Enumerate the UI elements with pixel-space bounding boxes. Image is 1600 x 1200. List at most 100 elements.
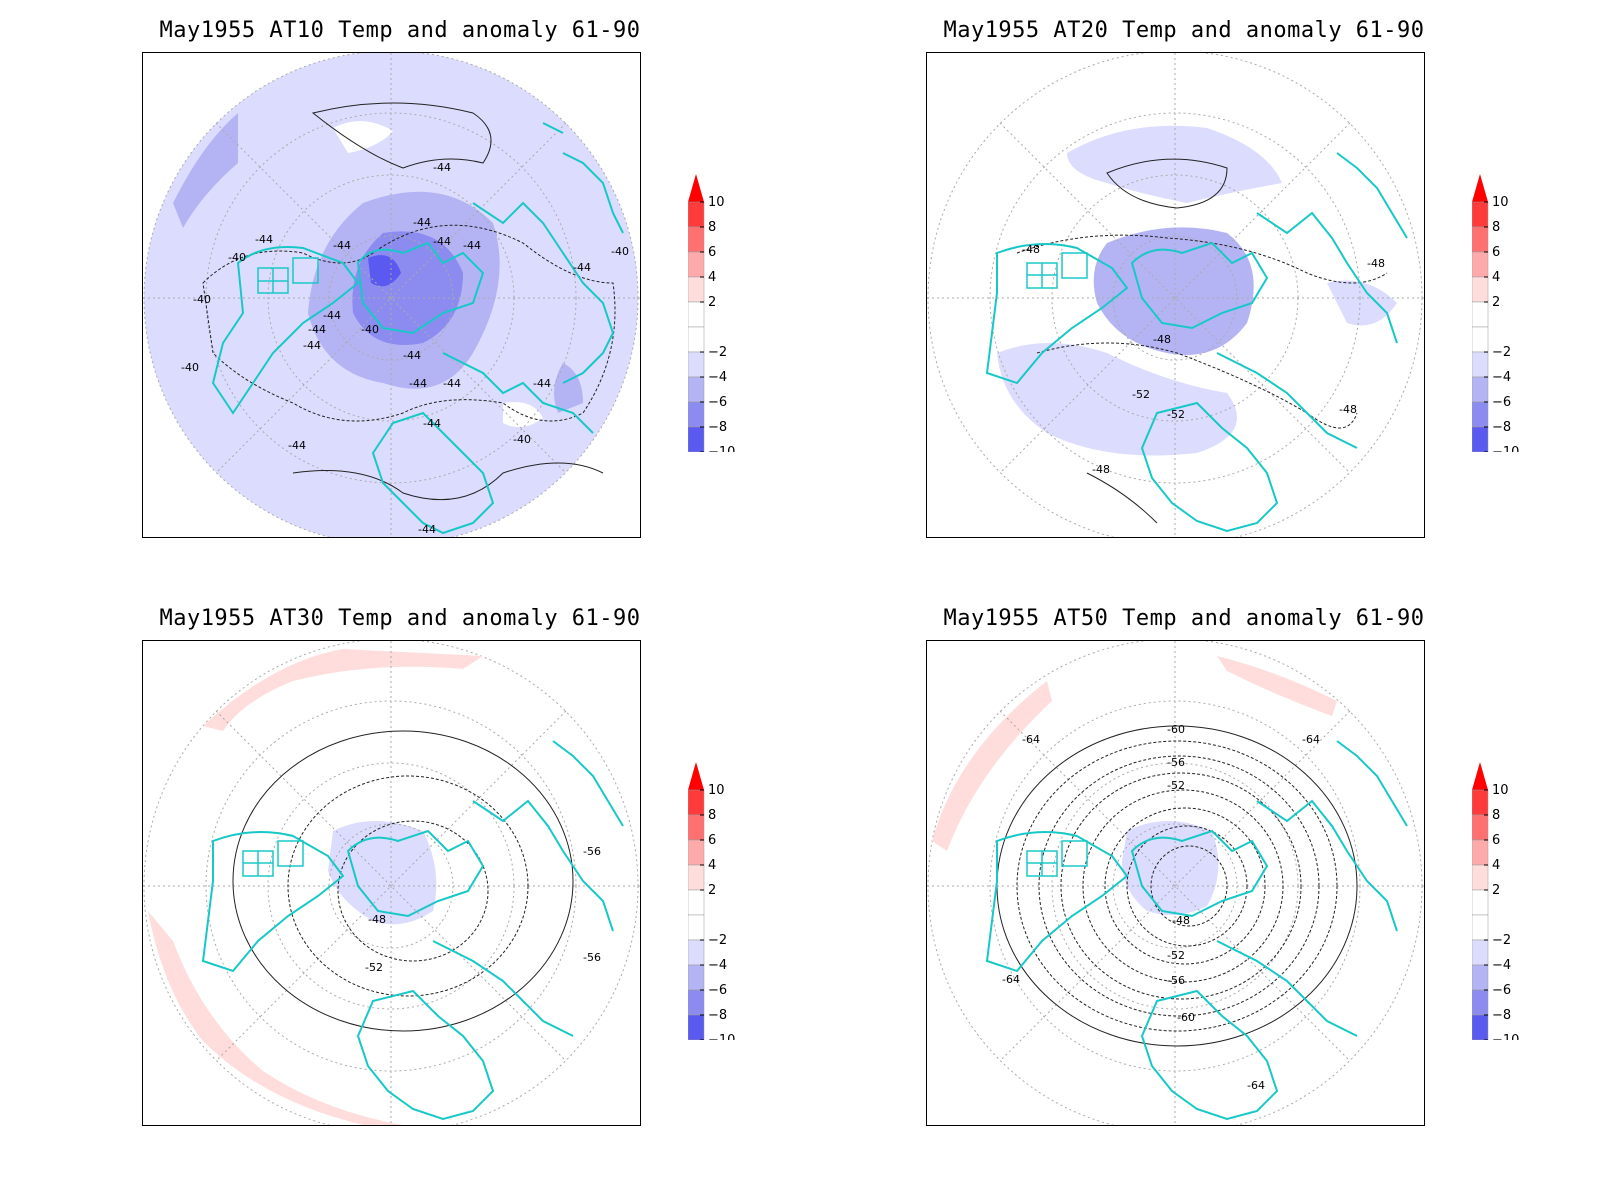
colorbar-swatch [1472, 251, 1489, 278]
contour-label: -48 [1092, 463, 1110, 476]
contour-label: -44 [409, 377, 427, 390]
colorbar-swatch [688, 889, 705, 916]
grid-meridians [143, 53, 640, 537]
contour-label: -44 [443, 377, 461, 390]
colorbar-swatch [1472, 426, 1489, 452]
coastline [1140, 401, 1279, 533]
coastline [1336, 740, 1408, 827]
colorbar-label: 10 [708, 195, 725, 210]
map-svg-at50: -60 -56 -52 -64 -64 -48 -52 -56 -60 -64 … [927, 641, 1424, 1125]
colorbar-arrow-up [688, 762, 704, 790]
colorbar-swatch [1472, 351, 1489, 378]
contour-line [292, 462, 604, 501]
contour-label: -44 [255, 233, 273, 246]
colorbar-label: 8 [1492, 808, 1500, 823]
anomaly-region [148, 911, 403, 1125]
contour-label: -52 [1167, 949, 1185, 962]
colorbar-legend: 10 8 6 4 2 −2 −4 −6 −8 −10 [1472, 760, 1542, 1040]
contour-label: -52 [1132, 388, 1150, 401]
colorbar-label: −6 [1492, 983, 1511, 998]
colorbar-label: −2 [708, 933, 727, 948]
contour-label: -44 [333, 239, 351, 252]
contour-line [1016, 234, 1388, 284]
colorbar-swatch [1472, 201, 1489, 228]
colorbar-label: 4 [708, 858, 716, 873]
contour-label: -44 [308, 323, 326, 336]
colorbar-label: 2 [1492, 295, 1500, 310]
colorbar-swatch [688, 401, 705, 428]
panel-title: May1955 AT10 Temp and anomaly 61-90 [159, 18, 641, 43]
panel-title: May1955 AT30 Temp and anomaly 61-90 [159, 606, 641, 631]
contour-label: -44 [433, 235, 451, 248]
map-svg-at20: -48 -48 -48 -52 -52 -48 -48 [927, 53, 1424, 537]
coastline [1130, 241, 1269, 330]
panel-title: May1955 AT20 Temp and anomaly 61-90 [943, 18, 1425, 43]
contour-label: -56 [1167, 974, 1185, 987]
colorbar-label: 10 [708, 783, 725, 798]
colorbar-swatch [688, 276, 705, 303]
colorbar-swatch [1472, 914, 1489, 941]
contour-label: -40 [181, 361, 199, 374]
colorbar-swatch [688, 201, 705, 228]
coastline [552, 740, 624, 827]
contour-line [337, 820, 489, 962]
colorbar-swatch [688, 426, 705, 452]
coastline [1336, 152, 1408, 239]
contour-label: -44 [403, 349, 421, 362]
colorbar-swatch [1472, 839, 1489, 866]
contour-line [1036, 342, 1358, 429]
colorbar-label: 8 [708, 808, 716, 823]
coastline [1140, 989, 1279, 1121]
contour-label: -52 [1167, 408, 1185, 421]
anomaly-region [1093, 227, 1254, 355]
colorbar-label: −6 [1492, 395, 1511, 410]
colorbar-label: −2 [1492, 345, 1511, 360]
colorbar-label: −2 [1492, 933, 1511, 948]
contour-label: -64 [1302, 733, 1320, 746]
colorbar-label: 2 [708, 883, 716, 898]
coastline [542, 122, 624, 234]
colorbar-label: −8 [1492, 420, 1511, 435]
colorbar-swatch [1472, 326, 1489, 353]
colorbar-swatch [1472, 789, 1489, 816]
colorbar-label: 4 [1492, 270, 1500, 285]
colorbar-swatch [1472, 989, 1489, 1016]
colorbar-swatch [688, 251, 705, 278]
colorbar-swatch [1472, 1014, 1489, 1040]
coastline [356, 241, 485, 335]
contour-label: -44 [423, 417, 441, 430]
colorbar-label: −8 [708, 420, 727, 435]
contour-line [232, 730, 574, 1032]
colorbar-legend: 10 8 6 4 2 −2 −4 −6 −8 −10 [1472, 172, 1542, 452]
map-svg-at30: -56 -48 -52 -56 [143, 641, 640, 1125]
contour-line [1086, 472, 1158, 524]
colorbar-swatch [1472, 301, 1489, 328]
contour-line [1060, 772, 1302, 1000]
panel-title: May1955 AT50 Temp and anomaly 61-90 [943, 606, 1425, 631]
colorbar-swatch [688, 376, 705, 403]
colorbar-svg: 10 8 6 4 2 −2 −4 −6 −8 −10 [1472, 174, 1519, 452]
contour-label: -56 [1167, 756, 1185, 769]
contour-label: -44 [573, 261, 591, 274]
coastline [356, 989, 495, 1121]
state-borders [242, 840, 304, 877]
colorbar-label: 6 [1492, 833, 1500, 848]
contour-line [1082, 789, 1284, 983]
grid-meridians [927, 53, 1424, 537]
anomaly-region [333, 121, 393, 153]
contour-line [1150, 845, 1228, 927]
coastline [1216, 211, 1398, 449]
colorbar-swatch [688, 964, 705, 991]
colorbar-label: −10 [1492, 1033, 1519, 1040]
colorbar-label: −10 [1492, 445, 1519, 452]
contour-label: -48 [1367, 257, 1385, 270]
contour-label: -64 [1247, 1079, 1265, 1092]
anomaly-region [997, 343, 1237, 456]
colorbar-swatch [688, 814, 705, 841]
coastline [985, 243, 1129, 385]
colorbar-label: 10 [1492, 783, 1509, 798]
contour-label: -56 [583, 845, 601, 858]
coastline [201, 831, 345, 973]
contour-label: -44 [303, 339, 321, 352]
colorbar-swatch [688, 839, 705, 866]
